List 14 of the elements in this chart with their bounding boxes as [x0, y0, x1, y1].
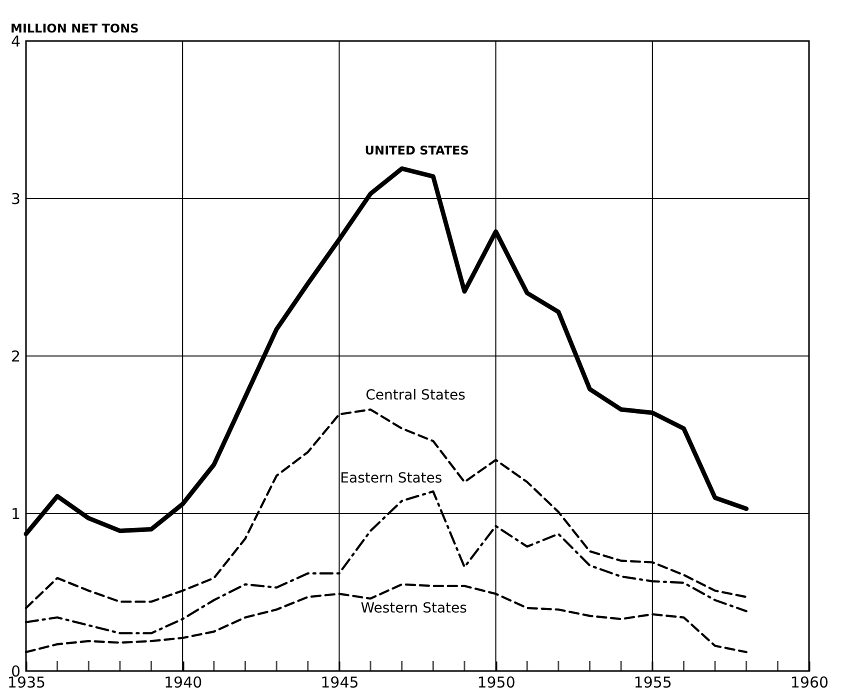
x-tick-label: 1940	[164, 674, 202, 692]
y-tick-label: 3	[10, 190, 20, 208]
y-tick-label: 4	[10, 32, 20, 50]
series-label: UNITED STATES	[364, 144, 469, 158]
x-tick-label: 1950	[477, 674, 516, 692]
x-tick-label: 1960	[790, 674, 829, 692]
y-tick-label: 1	[10, 505, 20, 523]
y-tick-label: 2	[10, 348, 20, 366]
x-tick-label: 1945	[320, 674, 359, 692]
y-axis-title: MILLION NET TONS	[10, 22, 139, 36]
series-label: Eastern States	[340, 470, 442, 486]
x-tick-label: 1955	[634, 674, 672, 692]
series-label: Western States	[360, 600, 467, 616]
series-label: Central States	[366, 388, 466, 404]
